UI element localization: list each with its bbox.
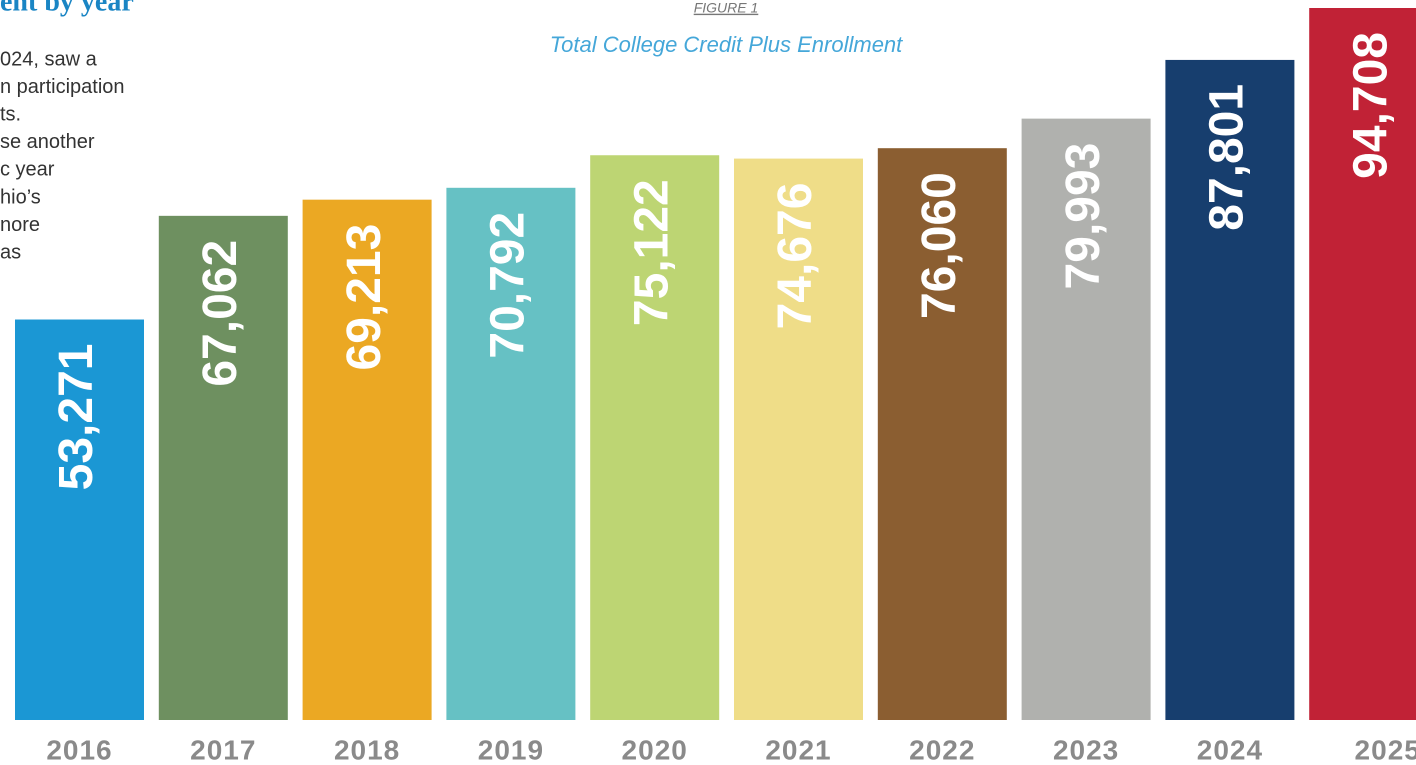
value-label: 94,708 [1344,32,1397,179]
bar [15,319,144,720]
side-heading: ent by year [0,0,134,17]
x-tick-label: 2022 [909,734,975,765]
value-label: 53,271 [50,344,103,491]
value-label: 69,213 [338,224,391,371]
bar [734,158,863,720]
x-tick-label: 2017 [190,734,256,765]
bar [877,148,1007,721]
x-tick-label: 2024 [1197,734,1263,765]
x-tick-label: 2018 [334,734,400,765]
side-text-line: n participation [0,76,125,98]
side-text-line: 024, saw a [0,48,98,70]
bar [446,187,576,721]
value-label: 67,062 [194,240,247,387]
x-tick-label: 2016 [46,734,112,765]
x-tick-label: 2020 [622,734,688,765]
x-tick-label: 2019 [478,734,544,765]
bar [158,215,288,720]
x-tick-label: 2023 [1053,734,1119,765]
x-tick-label: 2021 [765,734,831,765]
side-text-line: se another [0,131,95,153]
side-text-line: hio’s [0,186,41,208]
bar [1309,8,1416,720]
value-label: 87,801 [1201,84,1254,231]
value-label: 70,792 [482,212,535,359]
value-label: 76,060 [913,172,966,319]
chart-title: FIGURE 1 [694,0,759,16]
chart-subtitle: Total College Credit Plus Enrollment [550,32,903,57]
value-label: 75,122 [625,179,678,326]
value-label: 74,676 [769,183,822,330]
x-tick-label: 2025 [1355,734,1416,765]
bar [302,199,432,721]
bar [1021,118,1151,721]
side-text-line: as [0,241,21,263]
bar [1165,59,1295,720]
side-text-line: c year [0,159,55,181]
bar [590,155,720,720]
value-label: 79,993 [1057,143,1110,290]
side-text-line: ts. [0,103,21,125]
side-text-line: nore [0,214,40,236]
